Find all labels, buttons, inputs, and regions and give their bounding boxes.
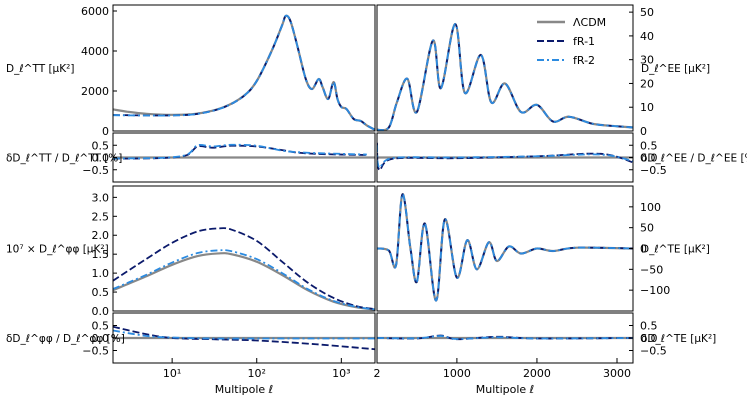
pp-ytick-label: 1.5 — [92, 248, 110, 261]
pp_ratio-ytick-label: −0.5 — [82, 345, 109, 358]
tt_ratio-ytick-label: 0.5 — [92, 139, 110, 152]
ee-ytick-label: 50 — [640, 6, 654, 19]
te-line-fr-2 — [377, 193, 633, 302]
te-ytick-label: 0 — [640, 243, 647, 256]
ee-ytick-label: 0 — [640, 125, 647, 138]
ee-ytick-label: 20 — [640, 77, 654, 90]
te_ratio-ylabel: δD_ℓ^TE [μK²] — [641, 333, 716, 345]
pp-line-fr-1 — [113, 227, 375, 310]
pp_ratio-ylabel: δD_ℓ^φφ / D_ℓ^φφ [%] — [6, 333, 125, 345]
tt_ratio-series-group — [113, 143, 375, 160]
left-xtick-label: 10¹ — [163, 367, 181, 380]
te-ylabel: D_ℓ^TE [μK²] — [641, 244, 710, 256]
ee-ytick-label: 40 — [640, 30, 654, 43]
legend-label: ΛCDM — [573, 16, 606, 29]
pp_ratio-series-group — [113, 325, 375, 351]
tt_ratio-ytick-label: 0.0 — [92, 152, 110, 165]
tt-ylabel: D_ℓ^TT [μK²] — [6, 63, 74, 75]
tt-line-fr-2 — [113, 14, 375, 131]
tt-line-fr-1 — [113, 14, 375, 131]
tt_ratio-line-fr-1 — [113, 144, 367, 160]
ee_ratio-ylabel: δD_ℓ^EE / D_ℓ^EE [%] — [641, 153, 747, 165]
pp-ytick-label: 0.0 — [92, 305, 110, 318]
ee-ytick-label: 30 — [640, 54, 654, 67]
legend: ΛCDM fR-1 fR-2 — [537, 16, 606, 67]
te-series-group — [377, 193, 633, 302]
pp-ytick-label: 3.0 — [92, 191, 110, 204]
ee-frame — [376, 4, 634, 132]
tt-ytick-label: 0 — [102, 125, 109, 138]
te_ratio-ytick-label: 0.5 — [640, 320, 658, 333]
ee-ytick-label: 10 — [640, 101, 654, 114]
te-ytick-label: −100 — [640, 284, 670, 297]
tt-series-group — [113, 14, 375, 131]
ee_ratio-series-group — [377, 142, 633, 172]
right-xtick-label: 2000 — [523, 367, 551, 380]
legend-label: fR-2 — [573, 54, 595, 67]
left-xtick-label: 10³ — [332, 367, 350, 380]
ee_ratio-line-fr-1 — [377, 142, 633, 172]
pp-series-group — [113, 227, 375, 311]
right-xtick-label: 3000 — [603, 367, 631, 380]
pp-line-fr-2 — [113, 249, 375, 311]
te-ytick-label: 100 — [640, 201, 661, 214]
right-xtick-label: 1000 — [443, 367, 471, 380]
right-xlabel: Multipole ℓ — [476, 383, 534, 396]
ee_ratio-ytick-label: −0.5 — [640, 164, 667, 177]
pp_ratio-ytick-label: 0.0 — [92, 332, 110, 345]
ee-series-group — [377, 22, 633, 131]
right-xtick-label: 2 — [374, 367, 381, 380]
pp_ratio-line-fr-2 — [113, 329, 375, 340]
tt-ytick-label: 4000 — [81, 45, 109, 58]
tt-ytick-label: 6000 — [81, 5, 109, 18]
pp-ytick-label: 2.0 — [92, 229, 110, 242]
pp-ytick-label: 0.5 — [92, 286, 110, 299]
tt_ratio-ytick-label: −0.5 — [82, 164, 109, 177]
legend-label: fR-1 — [573, 35, 595, 48]
tt-line-lambdacdm — [113, 14, 375, 131]
tt_ratio-ylabel: δD_ℓ^TT / D_ℓ^TT [%] — [6, 153, 122, 165]
left-xlabel: Multipole ℓ — [215, 383, 273, 396]
te-ytick-label: −50 — [640, 263, 663, 276]
pp_ratio-ytick-label: 0.5 — [92, 320, 110, 333]
te_ratio-ytick-label: −0.5 — [640, 345, 667, 358]
ee-ylabel: D_ℓ^EE [μK²] — [641, 63, 710, 75]
te_ratio-series-group — [377, 334, 633, 341]
ee-line-fr-2 — [377, 23, 633, 131]
pp-ytick-label: 1.0 — [92, 267, 110, 280]
ee_ratio-ytick-label: 0.0 — [640, 152, 658, 165]
te_ratio-line-fr-2 — [377, 335, 633, 340]
ee_ratio-ytick-label: 0.5 — [640, 139, 658, 152]
tt-frame — [112, 4, 376, 132]
pp-frame — [112, 185, 376, 312]
te_ratio-ytick-label: 0.0 — [640, 332, 658, 345]
tt-ytick-label: 2000 — [81, 85, 109, 98]
pp-ylabel: 10⁷ × D_ℓ^φφ [μK²] — [6, 244, 109, 256]
left-xtick-label: 10² — [248, 367, 266, 380]
te-ytick-label: 50 — [640, 222, 654, 235]
pp-ytick-label: 2.5 — [92, 210, 110, 223]
